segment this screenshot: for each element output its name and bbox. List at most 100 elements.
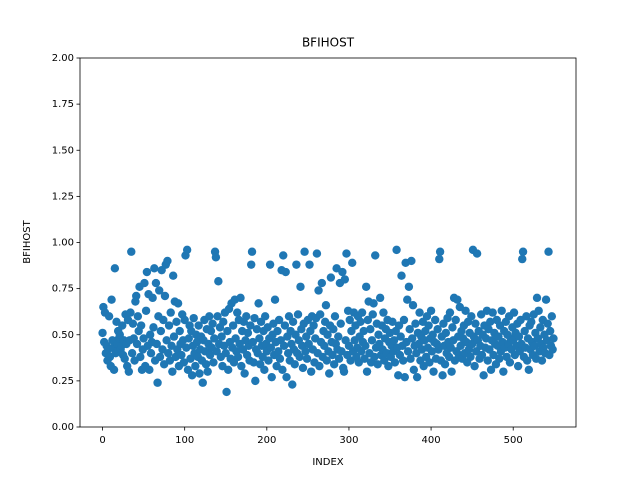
point <box>278 365 287 375</box>
point <box>249 358 258 367</box>
point <box>524 365 534 375</box>
point <box>155 352 165 362</box>
point <box>409 365 419 375</box>
point <box>520 326 529 336</box>
point <box>360 354 369 363</box>
point <box>281 267 290 277</box>
point <box>486 317 495 327</box>
point <box>150 264 159 273</box>
point <box>195 369 204 378</box>
point <box>236 293 245 303</box>
point <box>273 326 282 336</box>
point <box>306 367 316 376</box>
point <box>132 339 142 349</box>
point <box>120 354 129 363</box>
point <box>348 258 357 267</box>
point <box>194 321 203 330</box>
point <box>217 332 226 341</box>
point <box>342 249 351 258</box>
point <box>127 349 137 358</box>
point <box>211 253 221 262</box>
point <box>168 367 177 376</box>
point <box>237 361 246 371</box>
point <box>293 310 303 319</box>
point <box>260 365 269 375</box>
point <box>388 317 397 327</box>
point <box>403 295 412 304</box>
point <box>168 271 178 280</box>
point <box>435 254 444 264</box>
point <box>447 367 456 376</box>
point <box>110 264 120 273</box>
point <box>302 354 312 363</box>
point <box>145 330 155 339</box>
point <box>301 347 310 356</box>
point <box>145 365 154 375</box>
point <box>266 343 276 352</box>
point <box>428 330 437 339</box>
point <box>497 306 506 315</box>
point <box>505 358 515 367</box>
point <box>425 358 434 367</box>
point <box>407 334 417 343</box>
point <box>467 312 476 321</box>
point <box>451 315 460 325</box>
point <box>488 308 497 317</box>
point <box>265 260 275 269</box>
point <box>254 299 263 308</box>
point <box>375 293 385 303</box>
point <box>127 247 136 256</box>
point <box>160 291 170 301</box>
point <box>288 317 298 327</box>
point <box>514 332 524 341</box>
point <box>140 278 149 288</box>
point <box>164 349 173 358</box>
point <box>290 360 299 369</box>
point <box>247 247 257 256</box>
point <box>543 319 552 328</box>
point <box>544 247 553 256</box>
point <box>214 277 223 286</box>
x-tick-label: 100 <box>175 435 194 446</box>
point <box>405 325 414 334</box>
point <box>429 367 438 376</box>
point <box>412 372 422 382</box>
point <box>182 343 191 352</box>
point <box>545 326 555 336</box>
x-tick-label: 0 <box>99 435 105 446</box>
y-tick-label: 1.25 <box>52 191 74 202</box>
y-tick-label: 1.75 <box>52 99 74 110</box>
point <box>357 308 367 317</box>
point <box>260 312 270 321</box>
point <box>221 349 230 358</box>
point <box>453 295 462 304</box>
point <box>155 286 164 295</box>
point <box>152 339 161 349</box>
point <box>280 321 290 330</box>
point <box>279 341 289 351</box>
point <box>509 308 519 317</box>
point <box>317 278 327 288</box>
point <box>250 313 259 323</box>
point <box>466 352 475 362</box>
point <box>371 251 380 260</box>
point <box>390 358 400 367</box>
point <box>541 295 551 304</box>
point <box>201 360 211 369</box>
point <box>149 323 158 332</box>
point <box>159 315 168 325</box>
point <box>404 282 414 291</box>
point <box>146 349 156 358</box>
point <box>132 291 141 301</box>
point <box>537 356 547 365</box>
point <box>408 301 418 310</box>
point <box>315 310 325 319</box>
point <box>209 358 218 367</box>
point <box>399 315 409 325</box>
point <box>208 319 217 328</box>
point <box>321 301 331 310</box>
point <box>441 328 451 338</box>
point <box>367 336 377 345</box>
point <box>340 275 350 284</box>
point <box>379 308 388 317</box>
